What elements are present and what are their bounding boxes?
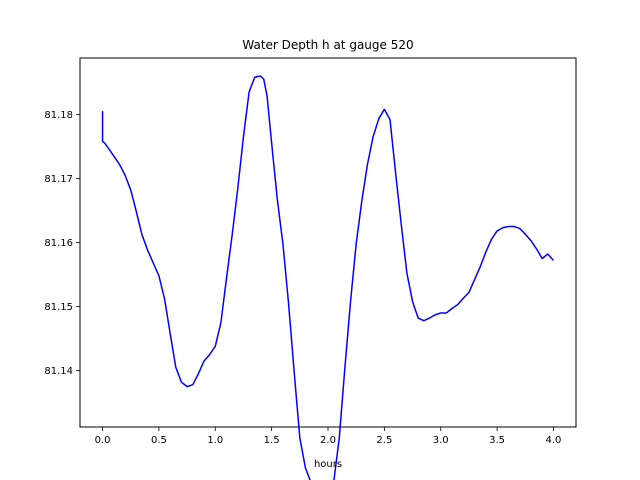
- x-tick-label: 0.5: [151, 435, 167, 446]
- y-axis: 81.14 81.15 81.16 81.17 81.18: [44, 110, 80, 377]
- y-tick-label: 81.18: [44, 110, 73, 121]
- x-tick-label: 1.5: [264, 435, 280, 446]
- chart-title: Water Depth h at gauge 520: [242, 38, 413, 52]
- x-tick-label: 3.5: [489, 435, 505, 446]
- x-axis-label: hours: [314, 459, 342, 470]
- plot-area: [101, 75, 555, 480]
- axes-frame: [79, 57, 577, 428]
- y-tick-label: 81.14: [44, 366, 73, 377]
- water-depth-series-line: [101, 75, 555, 480]
- x-tick-label: 2.0: [320, 435, 336, 446]
- x-axis: 0.0 0.5 1.0 1.5 2.0 2.5 3.0 3.5 4.0: [95, 427, 562, 446]
- y-tick-label: 81.17: [44, 174, 73, 185]
- y-tick-label: 81.16: [44, 238, 73, 249]
- x-tick-label: 2.5: [376, 435, 392, 446]
- x-tick-label: 4.0: [546, 435, 562, 446]
- x-tick-label: 3.0: [433, 435, 449, 446]
- y-tick-label: 81.15: [44, 302, 73, 313]
- x-tick-label: 0.0: [95, 435, 111, 446]
- x-tick-label: 1.0: [207, 435, 223, 446]
